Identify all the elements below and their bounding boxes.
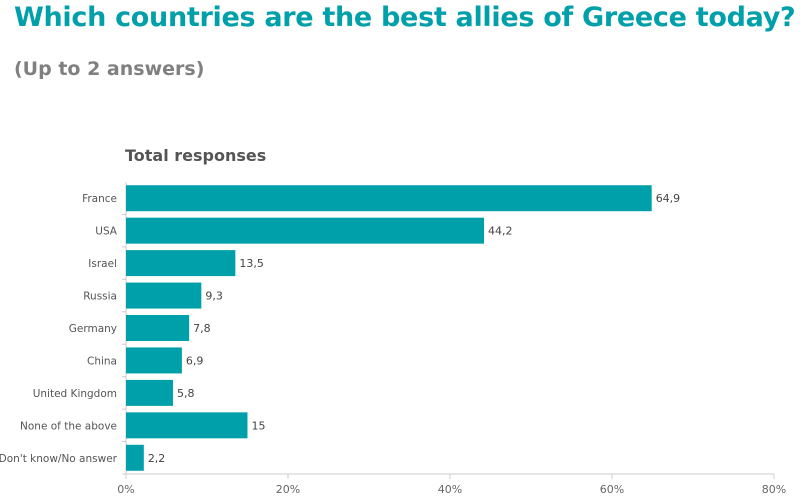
- bar: [126, 412, 248, 439]
- page-title: Which countries are the best allies of G…: [14, 2, 796, 33]
- bar: [126, 217, 485, 244]
- x-tick-label: 20%: [276, 483, 300, 496]
- value-label: 5,8: [177, 387, 195, 400]
- bar: [126, 282, 202, 309]
- category-label: None of the above: [20, 420, 117, 432]
- x-tick-label: 0%: [117, 483, 134, 496]
- value-label: 6,9: [186, 354, 204, 367]
- value-label: 9,3: [205, 290, 223, 303]
- bar: [126, 347, 182, 374]
- value-label: 15: [252, 419, 266, 432]
- value-label: 2,2: [148, 452, 166, 465]
- category-label: Israel: [88, 258, 117, 270]
- category-label: Germany: [69, 323, 117, 335]
- category-label: United Kingdom: [33, 388, 117, 400]
- x-tick-label: 40%: [438, 483, 462, 496]
- x-tick-label: 80%: [762, 483, 786, 496]
- bar: [126, 444, 144, 471]
- chart-title: Total responses: [125, 146, 267, 165]
- bar: [126, 185, 652, 212]
- category-label: USA: [95, 226, 118, 238]
- bar: [126, 379, 173, 406]
- value-label: 44,2: [488, 225, 513, 238]
- value-label: 7,8: [193, 322, 211, 335]
- category-label: Don't know/No answer: [0, 453, 118, 465]
- value-label: 13,5: [239, 257, 264, 270]
- bar: [126, 315, 190, 341]
- category-label: China: [87, 355, 117, 367]
- category-label: Russia: [83, 291, 117, 303]
- bar: [126, 250, 236, 277]
- page-subtitle: (Up to 2 answers): [14, 58, 205, 80]
- value-label: 64,9: [656, 192, 681, 205]
- x-tick-label: 60%: [600, 483, 624, 496]
- category-label: France: [82, 193, 117, 205]
